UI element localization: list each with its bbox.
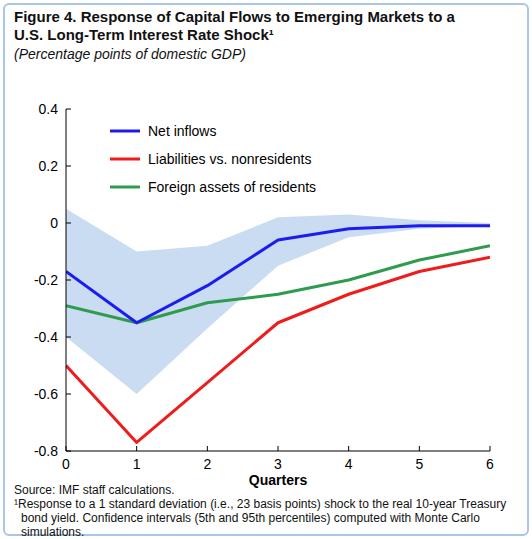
y-tick [66,223,71,224]
footnote: ¹Response to a 1 standard deviation (i.e… [14,497,519,539]
legend-label: Liabilities vs. nonresidents [148,151,311,167]
x-tick [348,446,349,451]
y-tick [66,394,71,395]
x-tick-label: 0 [62,456,70,472]
plot-area [66,209,490,443]
x-tick-label: 1 [133,456,141,472]
y-tick-label: -0.2 [34,272,58,288]
y-tick-label: 0 [50,215,58,231]
x-tick [207,446,208,451]
x-tick [278,446,279,451]
legend: Net inflows Liabilities vs. nonresidents F… [110,123,316,195]
x-tick-label: 3 [274,456,282,472]
x-tick-label: 5 [415,456,423,472]
y-tick [66,109,71,110]
series-line [66,226,490,323]
x-tick-label: 2 [203,456,211,472]
y-tick-label: -0.6 [34,386,58,402]
y-tick [66,280,71,281]
x-tick [490,446,491,451]
legend-swatch [110,130,140,133]
y-tick-label: 0.4 [39,101,59,117]
x-tick [419,446,420,451]
y-tick [66,451,71,452]
legend-label: Net inflows [148,123,216,139]
legend-swatch [110,186,140,189]
legend-label: Foreign assets of residents [148,179,316,195]
chart: 0.40.20-0.2-0.4-0.6-0.80123456QuartersNe… [0,0,532,539]
x-axis-label: Quarters [249,472,308,488]
x-tick [66,446,67,451]
y-tick-label: -0.4 [34,329,58,345]
series-line [66,257,490,442]
x-tick [136,446,137,451]
x-tick-label: 4 [345,456,353,472]
title: Figure 4. Response of Capital Flows to E… [14,8,482,44]
x-tick-label: 6 [486,456,494,472]
legend-swatch [110,158,140,161]
series-line [66,246,490,323]
notes: Source: IMF staff calculations.¹Response… [14,483,519,539]
y-tick [66,337,71,338]
confidence-band [66,209,490,394]
y-tick-label: -0.8 [34,443,58,459]
y-tick [66,166,71,167]
y-tick-label: 0.2 [39,158,59,174]
subtitle: (Percentage points of domestic GDP) [14,46,246,62]
